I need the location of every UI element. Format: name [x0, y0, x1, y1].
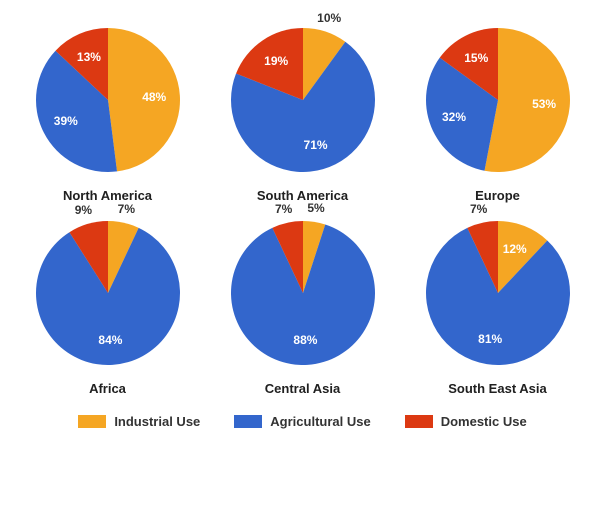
pie-slice-industrial [108, 28, 180, 171]
chart-title: South America [257, 188, 348, 203]
chart-title: Africa [89, 381, 126, 396]
pie-chart [223, 20, 383, 180]
chart-title: South East Asia [448, 381, 546, 396]
page-root: 48%39%13% North America 10%71%19% South Ame… [0, 0, 605, 439]
legend-label: Domestic Use [441, 414, 527, 429]
pie-chart [28, 20, 188, 180]
legend-item-industrial: Industrial Use [78, 414, 200, 429]
chart-title: Central Asia [265, 381, 340, 396]
pie-wrap: 7%84%9% [28, 213, 188, 373]
legend-label: Agricultural Use [270, 414, 370, 429]
legend-item-domestic: Domestic Use [405, 414, 527, 429]
chart-cell: 12%81%7% South East Asia [418, 213, 578, 396]
legend-swatch-domestic [405, 415, 433, 428]
chart-title: North America [63, 188, 152, 203]
chart-cell: 7%84%9% Africa [28, 213, 188, 396]
legend: Industrial Use Agricultural Use Domestic U… [10, 414, 595, 429]
legend-swatch-industrial [78, 415, 106, 428]
chart-cell: 48%39%13% North America [28, 20, 188, 203]
chart-cell: 53%32%15% Europe [418, 20, 578, 203]
chart-title: Europe [475, 188, 520, 203]
pie-wrap: 53%32%15% [418, 20, 578, 180]
legend-item-agricultural: Agricultural Use [234, 414, 370, 429]
chart-cell: 10%71%19% South America [223, 20, 383, 203]
pie-wrap: 48%39%13% [28, 20, 188, 180]
legend-label: Industrial Use [114, 414, 200, 429]
pie-chart [418, 20, 578, 180]
pie-wrap: 5%88%7% [223, 213, 383, 373]
chart-cell: 5%88%7% Central Asia [223, 213, 383, 396]
pie-wrap: 12%81%7% [418, 213, 578, 373]
pie-wrap: 10%71%19% [223, 20, 383, 180]
legend-swatch-agricultural [234, 415, 262, 428]
pie-chart [28, 213, 188, 373]
pie-grid: 48%39%13% North America 10%71%19% South Ame… [10, 20, 595, 396]
pie-chart [223, 213, 383, 373]
pie-chart [418, 213, 578, 373]
